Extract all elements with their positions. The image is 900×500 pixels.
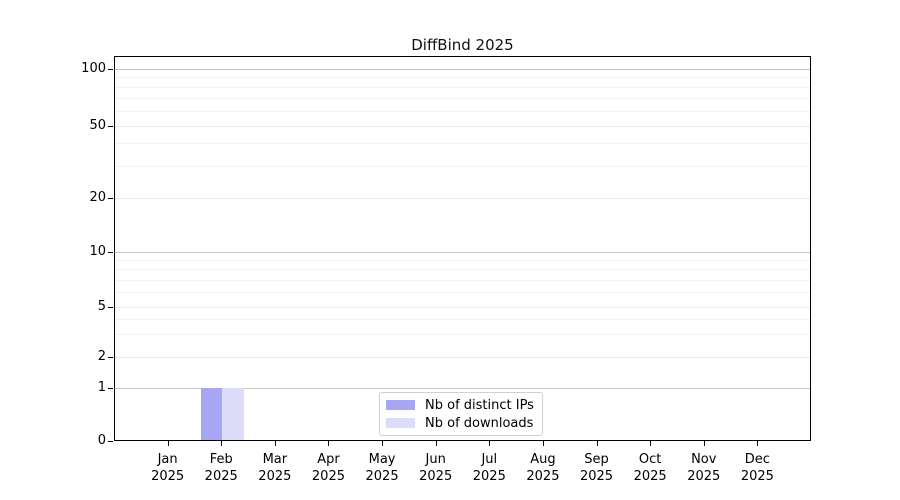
legend-label-distinct-ips: Nb of distinct IPs bbox=[425, 397, 534, 413]
x-tick-year: 2025 bbox=[151, 469, 185, 484]
y-tick-mark bbox=[108, 307, 113, 308]
x-tick-label: Jan 2025 bbox=[137, 451, 199, 485]
x-tick-year: 2025 bbox=[579, 469, 614, 484]
major-gridline bbox=[115, 197, 810, 199]
y-tick-mark bbox=[108, 357, 113, 358]
x-tick-month: Mar bbox=[262, 452, 288, 467]
x-tick-year: 2025 bbox=[258, 469, 292, 484]
minor-gridline bbox=[115, 110, 810, 112]
x-tick-year: 2025 bbox=[365, 469, 399, 484]
minor-gridline bbox=[115, 292, 810, 294]
chart-title: DiffBind 2025 bbox=[411, 36, 514, 54]
x-tick-label: Jul 2025 bbox=[458, 451, 520, 485]
x-tick-month: Jul bbox=[481, 452, 498, 467]
y-tick-label: 1 bbox=[97, 380, 106, 395]
plot-area bbox=[114, 56, 811, 441]
y-tick-mark bbox=[108, 198, 113, 199]
x-tick-label: Jun 2025 bbox=[405, 451, 467, 485]
x-tick-year: 2025 bbox=[472, 469, 506, 484]
minor-gridline bbox=[115, 143, 810, 145]
x-tick-label: Feb 2025 bbox=[190, 451, 252, 485]
y-tick-label: 2 bbox=[97, 349, 106, 364]
y-tick-label: 100 bbox=[81, 61, 106, 76]
x-tick-month: Feb bbox=[209, 452, 233, 467]
x-tick-month: Sep bbox=[584, 452, 609, 467]
minor-gridline bbox=[115, 259, 810, 261]
legend: Nb of distinct IPs Nb of downloads bbox=[379, 392, 543, 436]
major-gridline bbox=[115, 356, 810, 358]
x-tick-year: 2025 bbox=[526, 469, 560, 484]
minor-gridline bbox=[115, 86, 810, 88]
x-tick-year: 2025 bbox=[311, 469, 345, 484]
x-tick-month: Apr bbox=[317, 452, 340, 467]
x-tick-mark bbox=[382, 441, 384, 446]
x-tick-mark bbox=[542, 441, 544, 446]
legend-row-distinct-ips: Nb of distinct IPs bbox=[386, 398, 536, 413]
x-tick-mark bbox=[328, 441, 330, 446]
x-tick-month: Nov bbox=[691, 452, 717, 467]
legend-label-downloads: Nb of downloads bbox=[425, 415, 534, 431]
y-tick-label: 5 bbox=[97, 299, 106, 314]
legend-row-downloads: Nb of downloads bbox=[386, 416, 536, 431]
bar-nb-of-downloads bbox=[222, 387, 244, 440]
x-tick-mark bbox=[435, 441, 437, 446]
x-tick-label: Nov 2025 bbox=[673, 451, 735, 485]
y-tick-label: 50 bbox=[89, 118, 106, 133]
x-tick-mark bbox=[757, 441, 759, 446]
x-tick-mark bbox=[703, 441, 705, 446]
major-gridline-decade bbox=[115, 68, 810, 70]
x-tick-label: Sep 2025 bbox=[566, 451, 628, 485]
x-tick-year: 2025 bbox=[740, 469, 774, 484]
x-tick-month: Jun bbox=[425, 452, 446, 467]
x-tick-mark bbox=[274, 441, 276, 446]
x-tick-mark bbox=[596, 441, 598, 446]
x-tick-mark bbox=[167, 441, 169, 446]
minor-gridline bbox=[115, 269, 810, 271]
legend-swatch-distinct-ips bbox=[386, 400, 415, 410]
minor-gridline bbox=[115, 77, 810, 79]
minor-gridline bbox=[115, 165, 810, 167]
y-tick-label: 20 bbox=[89, 190, 106, 205]
y-tick-mark bbox=[108, 126, 113, 127]
minor-gridline bbox=[115, 97, 810, 99]
x-tick-month: Jan bbox=[157, 452, 178, 467]
x-tick-year: 2025 bbox=[687, 469, 721, 484]
y-tick-mark bbox=[108, 69, 113, 70]
minor-gridline bbox=[115, 334, 810, 336]
minor-gridline bbox=[115, 279, 810, 281]
x-tick-year: 2025 bbox=[633, 469, 667, 484]
y-tick-mark bbox=[108, 252, 113, 253]
major-gridline bbox=[115, 125, 810, 127]
y-tick-label: 10 bbox=[89, 244, 106, 259]
x-tick-month: Dec bbox=[744, 452, 770, 467]
x-tick-year: 2025 bbox=[419, 469, 453, 484]
x-tick-label: Dec 2025 bbox=[726, 451, 788, 485]
y-tick-mark bbox=[108, 388, 113, 389]
y-tick-mark bbox=[108, 441, 113, 442]
x-tick-mark bbox=[650, 441, 652, 446]
major-gridline-decade bbox=[115, 387, 810, 389]
major-gridline bbox=[115, 306, 810, 308]
major-gridline-decade bbox=[115, 251, 810, 253]
bar-nb-of-distinct-ips bbox=[200, 387, 223, 440]
x-tick-label: Aug 2025 bbox=[512, 451, 574, 485]
x-tick-year: 2025 bbox=[204, 469, 238, 484]
x-tick-month: Oct bbox=[638, 452, 662, 467]
x-tick-mark bbox=[489, 441, 491, 446]
x-tick-month: Aug bbox=[530, 452, 556, 467]
x-tick-mark bbox=[221, 441, 223, 446]
x-tick-label: May 2025 bbox=[351, 451, 413, 485]
minor-gridline bbox=[115, 318, 810, 320]
x-tick-label: Mar 2025 bbox=[244, 451, 306, 485]
x-tick-month: May bbox=[368, 452, 396, 467]
y-tick-label: 0 bbox=[97, 433, 106, 448]
x-tick-label: Apr 2025 bbox=[297, 451, 359, 485]
legend-swatch-downloads bbox=[386, 418, 415, 428]
x-tick-label: Oct 2025 bbox=[619, 451, 681, 485]
